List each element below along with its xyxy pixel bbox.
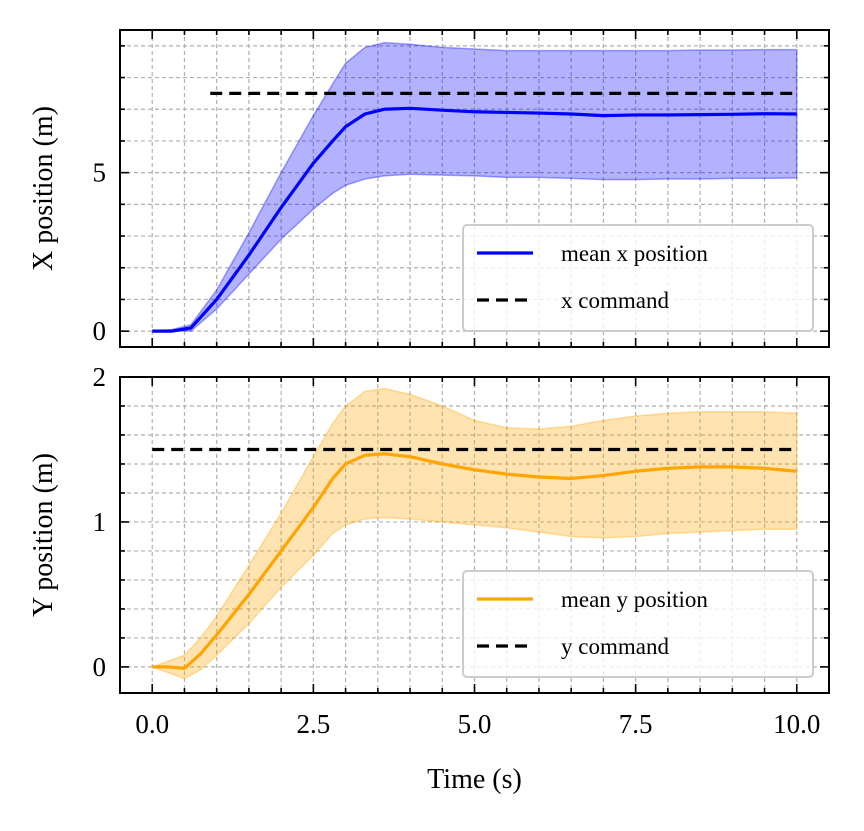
y-panel-ytick-label: 0 — [93, 652, 107, 682]
x-panel-legend: mean x position x command — [462, 224, 814, 332]
y-panel-xtick-label: 5.0 — [458, 709, 492, 739]
x-position-panel: 05 X position (m) mean x position x comm… — [28, 29, 830, 348]
y-position-panel: 0 1 2 0.0 2.5 5.0 7.5 10.0 Y position (m) Time … — [28, 362, 830, 795]
legend-label-y-command: y command — [561, 634, 669, 659]
legend-label-mean-x: mean x position — [561, 241, 708, 266]
y-panel-frame — [119, 376, 830, 694]
y-panel-xtick-label: 7.5 — [619, 709, 653, 739]
x-panel-ylabel: X position (m) — [28, 106, 59, 271]
x-panel-lines — [152, 91, 797, 333]
y-panel-ytick-label: 2 — [93, 362, 107, 392]
y-panel-ytick-label: 1 — [93, 507, 107, 537]
x-panel-ytick-label: 0 — [93, 316, 107, 346]
y-panel-std-band — [150, 387, 798, 680]
y-panel-xtick-label: 10.0 — [773, 709, 820, 739]
x-axis-label: Time (s) — [427, 764, 522, 795]
y-panel-series-mean — [152, 452, 797, 670]
y-panel-tick-labels: 0 1 2 0.0 2.5 5.0 7.5 10.0 — [93, 362, 821, 739]
legend-label-x-command: x command — [561, 288, 669, 313]
y-panel-xtick-label: 2.5 — [296, 709, 330, 739]
x-panel-ticks — [119, 30, 830, 347]
y-panel-lines — [152, 447, 797, 670]
y-panel-legend-box — [462, 570, 814, 678]
x-panel-frame — [119, 29, 830, 348]
legend-label-mean-y: mean y position — [561, 587, 708, 612]
y-panel-band-layer — [150, 387, 798, 680]
x-panel-legend-box — [462, 224, 814, 332]
x-panel-series-mean — [152, 106, 797, 333]
x-panel-tick-labels: 05 — [93, 158, 107, 347]
x-panel-ytick-label: 5 — [93, 158, 107, 188]
y-panel-xtick-label: 0.0 — [135, 709, 169, 739]
y-panel-ylabel: Y position (m) — [28, 453, 59, 617]
y-panel-legend: mean y position y command — [462, 570, 814, 678]
